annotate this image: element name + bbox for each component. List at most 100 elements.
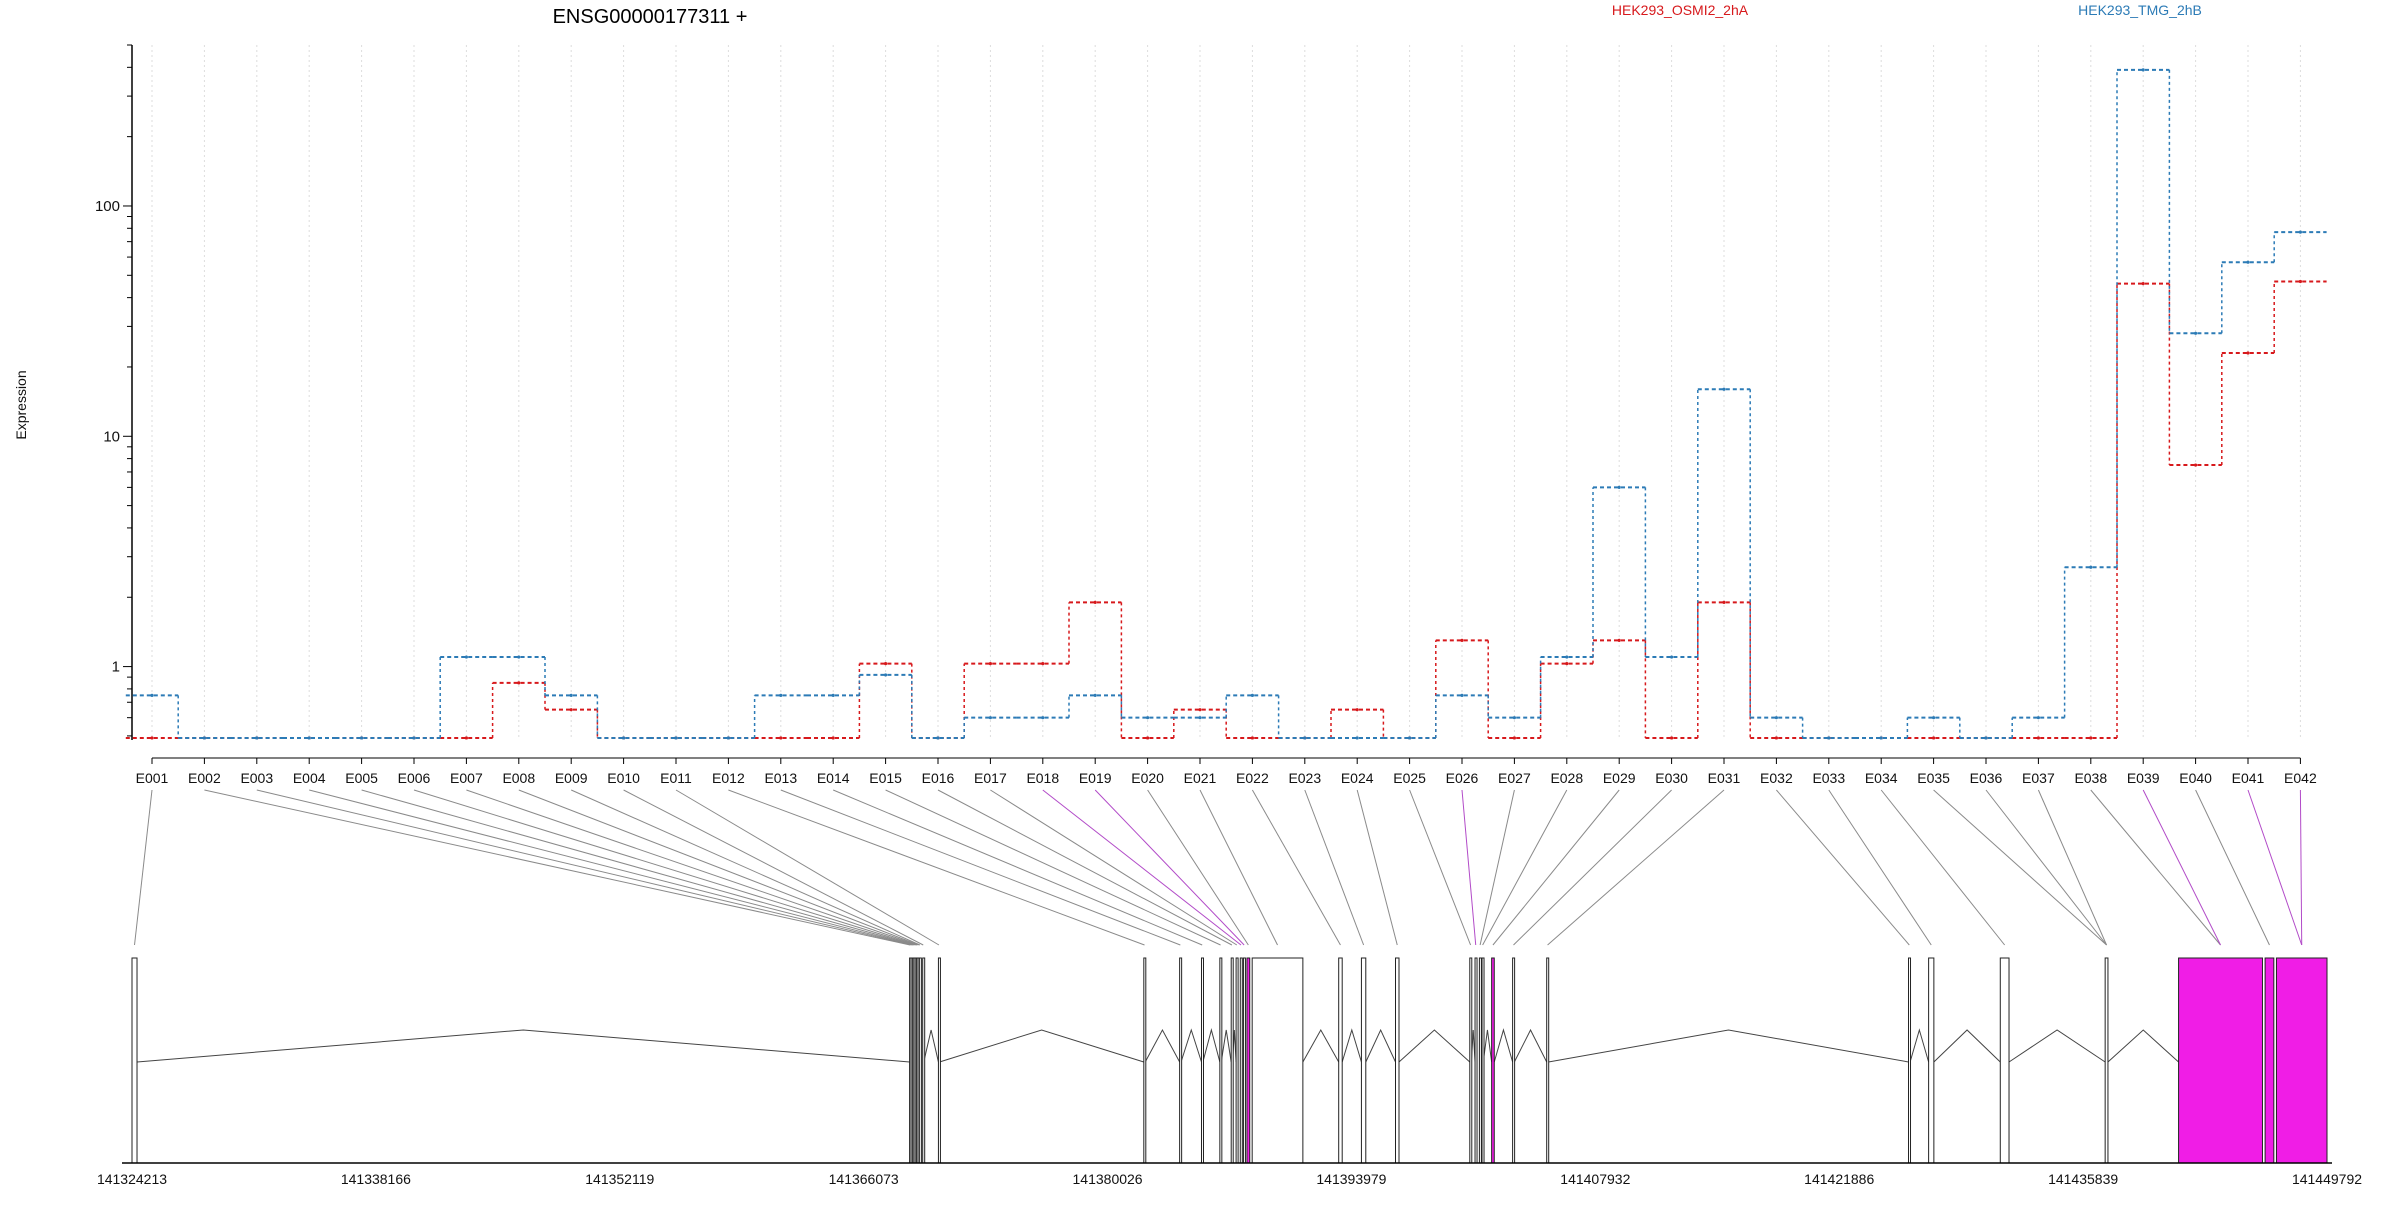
exon-connector (1776, 789, 1910, 946)
intron-line (939, 1029, 1144, 1063)
exon-box (2178, 957, 2263, 1164)
x-tick-label: E008 (502, 770, 535, 786)
data-point (150, 693, 154, 697)
exon-box (2264, 957, 2275, 1164)
exon-connector (309, 789, 914, 946)
exon-box (1242, 957, 1246, 1164)
x-tick-label: E001 (136, 770, 169, 786)
exon-connector (885, 789, 1221, 946)
data-point (1460, 638, 1464, 642)
exon-connector (2247, 789, 2303, 946)
x-tick-label: E016 (922, 770, 955, 786)
exon-connector (518, 789, 919, 946)
exon-box (1928, 957, 1935, 1164)
exon-box (1219, 957, 1223, 1164)
data-point (1617, 485, 1621, 489)
data-point (412, 736, 416, 740)
x-tick-label: E040 (2179, 770, 2212, 786)
intron-line (1933, 1029, 2001, 1063)
x-tick-label: E029 (1603, 770, 1636, 786)
exon-connector (1042, 789, 1242, 946)
data-point (1670, 736, 1674, 740)
exon-box (1179, 957, 1183, 1164)
data-point (1512, 736, 1516, 740)
data-point (1041, 716, 1045, 720)
x-axis-ticks: E001 E002 E003 E004 E005 E006 E007 E008 E009 E010… (136, 758, 2317, 786)
data-point (1250, 736, 1254, 740)
series-lines (125, 68, 2327, 740)
x-tick-label: E042 (2284, 770, 2317, 786)
intron-line (1365, 1028, 1396, 1063)
data-point (779, 693, 783, 697)
exon-connector (1933, 789, 2107, 946)
exon-connector (1356, 789, 1398, 946)
data-point (2246, 260, 2250, 264)
x-tick-label: E037 (2022, 770, 2055, 786)
genomic-tick-label: 141366073 (829, 1171, 899, 1187)
x-tick-label: E022 (1236, 770, 1269, 786)
y-tick-label: 1 (112, 659, 120, 676)
exon-box (1360, 957, 1367, 1164)
exon-connector (1492, 789, 1620, 946)
exon-connector (833, 789, 1203, 946)
exon-connector (204, 789, 911, 946)
genomic-tick-label: 141393979 (1316, 1171, 1386, 1187)
data-point (2246, 351, 2250, 355)
x-tick-label: E024 (1341, 770, 1374, 786)
exon-connector (134, 789, 153, 946)
exon-connector (466, 789, 918, 946)
data-point (1512, 716, 1516, 720)
x-tick-label: E032 (1760, 770, 1793, 786)
genomic-tick-label: 141449792 (2292, 1171, 2362, 1187)
exon-box (1469, 957, 1473, 1164)
data-point (2036, 716, 2040, 720)
data-point (1198, 708, 1202, 712)
exon-box (918, 957, 922, 1164)
legend-entry-tmg: HEK293_TMG_2hB (2078, 2, 2202, 18)
y-axis-label: Expression (13, 370, 29, 439)
data-point (1355, 708, 1359, 712)
data-point (2141, 68, 2145, 72)
intron-line (1398, 1029, 1471, 1063)
genomic-tick-label: 141435839 (2048, 1171, 2118, 1187)
exon-connector (413, 789, 916, 946)
intron-line (1493, 1028, 1514, 1063)
exon-box (1491, 957, 1495, 1164)
data-point (1932, 716, 1936, 720)
x-tick-label: E012 (712, 770, 745, 786)
data-point (517, 655, 521, 659)
data-point (2298, 230, 2302, 234)
exon-connector (675, 789, 940, 946)
data-point (360, 736, 364, 740)
exon-connector (256, 789, 912, 946)
genomic-tick-label: 141352119 (585, 1171, 654, 1187)
data-point (1093, 693, 1097, 697)
data-point (464, 736, 468, 740)
data-point (1722, 600, 1726, 604)
data-point (1565, 662, 1569, 666)
genomic-tick-label: 141324213 (97, 1171, 167, 1187)
exon-box (1338, 957, 1343, 1164)
exon-box (1230, 957, 1234, 1164)
data-point (831, 736, 835, 740)
data-point (255, 736, 259, 740)
exon-box (1395, 957, 1400, 1164)
exon-connector (1304, 789, 1365, 946)
gridlines (151, 45, 2301, 740)
exon-connector (570, 789, 921, 946)
exon-box (131, 957, 138, 1164)
x-tick-label: E039 (2127, 770, 2160, 786)
exon-box (1235, 957, 1239, 1164)
data-point (988, 716, 993, 720)
exon-box (1474, 957, 1478, 1164)
genomic-tick-label: 141421886 (1804, 1171, 1874, 1187)
chart-title: ENSG00000177311 + (553, 6, 748, 28)
data-point (1355, 736, 1359, 740)
series-0 (125, 279, 2327, 740)
exon-connector (990, 789, 1238, 946)
data-point (1146, 716, 1150, 720)
exon-connector (1828, 789, 1932, 946)
exon-connector (1147, 789, 1249, 946)
exon-connector (1479, 789, 1515, 946)
